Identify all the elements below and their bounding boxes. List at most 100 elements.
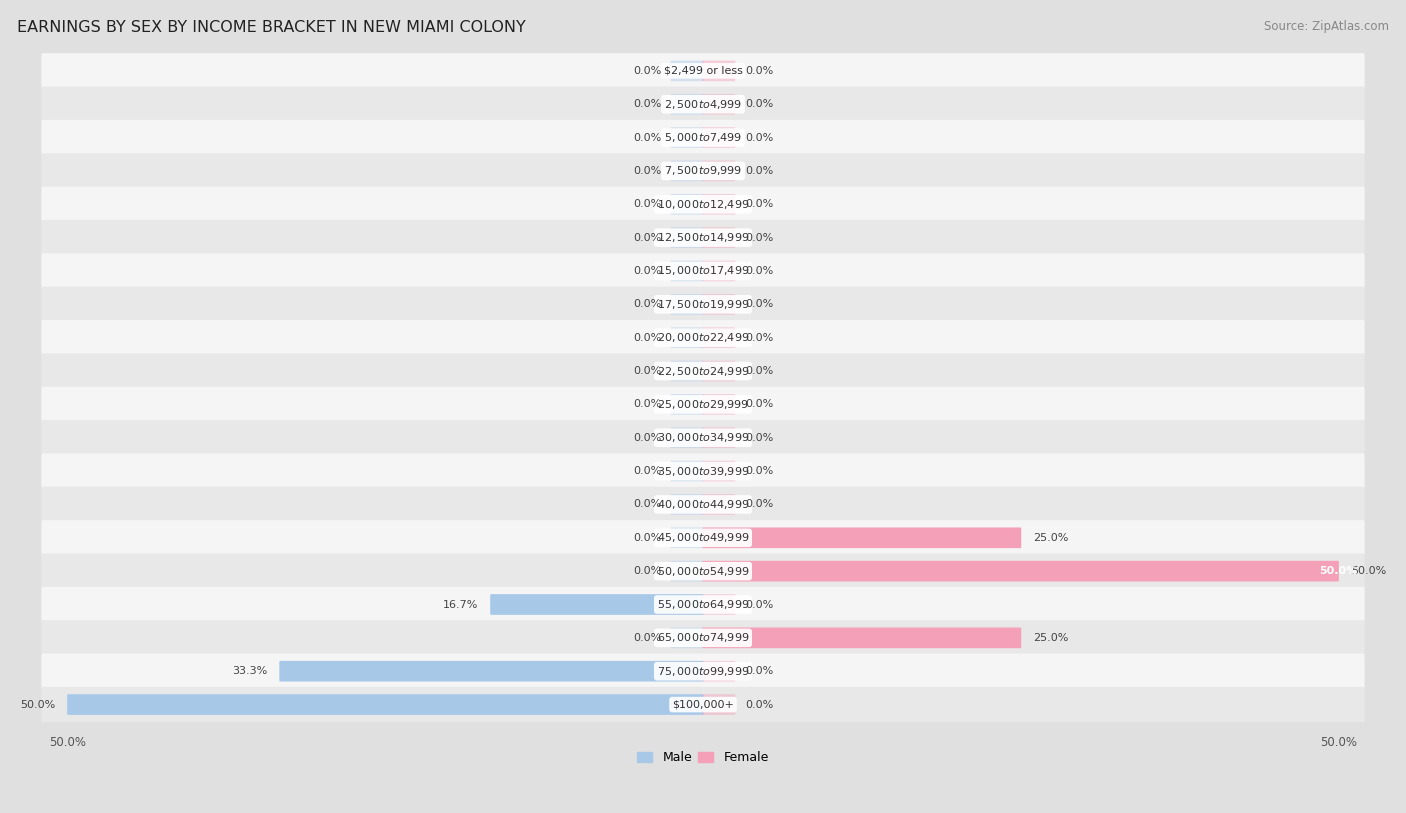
FancyBboxPatch shape — [41, 620, 1365, 655]
Text: 25.0%: 25.0% — [1033, 633, 1069, 643]
FancyBboxPatch shape — [41, 187, 1365, 222]
Text: 0.0%: 0.0% — [633, 133, 661, 142]
Text: 0.0%: 0.0% — [745, 666, 773, 676]
Text: 50.0%: 50.0% — [20, 699, 55, 710]
Text: 0.0%: 0.0% — [745, 699, 773, 710]
Text: $2,500 to $4,999: $2,500 to $4,999 — [664, 98, 742, 111]
Text: 0.0%: 0.0% — [745, 366, 773, 376]
Text: 0.0%: 0.0% — [745, 199, 773, 209]
FancyBboxPatch shape — [41, 53, 1365, 89]
Text: 0.0%: 0.0% — [745, 133, 773, 142]
FancyBboxPatch shape — [703, 361, 735, 381]
FancyBboxPatch shape — [671, 261, 703, 281]
Text: Source: ZipAtlas.com: Source: ZipAtlas.com — [1264, 20, 1389, 33]
FancyBboxPatch shape — [703, 561, 1339, 581]
Text: $100,000+: $100,000+ — [672, 699, 734, 710]
Text: 0.0%: 0.0% — [745, 466, 773, 476]
Text: 0.0%: 0.0% — [633, 266, 661, 276]
Text: $50,000 to $54,999: $50,000 to $54,999 — [657, 565, 749, 578]
FancyBboxPatch shape — [41, 153, 1365, 189]
FancyBboxPatch shape — [41, 320, 1365, 355]
Text: 0.0%: 0.0% — [745, 299, 773, 309]
FancyBboxPatch shape — [41, 287, 1365, 322]
FancyBboxPatch shape — [703, 461, 735, 481]
Text: $7,500 to $9,999: $7,500 to $9,999 — [664, 164, 742, 177]
FancyBboxPatch shape — [703, 394, 735, 415]
FancyBboxPatch shape — [41, 587, 1365, 622]
FancyBboxPatch shape — [703, 261, 735, 281]
Text: 0.0%: 0.0% — [745, 399, 773, 410]
Text: EARNINGS BY SEX BY INCOME BRACKET IN NEW MIAMI COLONY: EARNINGS BY SEX BY INCOME BRACKET IN NEW… — [17, 20, 526, 35]
FancyBboxPatch shape — [703, 294, 735, 315]
FancyBboxPatch shape — [41, 687, 1365, 722]
FancyBboxPatch shape — [671, 561, 703, 581]
Text: 0.0%: 0.0% — [745, 433, 773, 443]
FancyBboxPatch shape — [671, 60, 703, 81]
Text: 0.0%: 0.0% — [633, 533, 661, 543]
FancyBboxPatch shape — [671, 494, 703, 515]
Text: $5,000 to $7,499: $5,000 to $7,499 — [664, 131, 742, 144]
FancyBboxPatch shape — [703, 161, 735, 181]
FancyBboxPatch shape — [491, 594, 703, 615]
FancyBboxPatch shape — [671, 161, 703, 181]
Text: 0.0%: 0.0% — [633, 233, 661, 242]
FancyBboxPatch shape — [703, 328, 735, 348]
Text: 0.0%: 0.0% — [633, 466, 661, 476]
FancyBboxPatch shape — [671, 528, 703, 548]
Text: 0.0%: 0.0% — [745, 266, 773, 276]
FancyBboxPatch shape — [671, 328, 703, 348]
FancyBboxPatch shape — [703, 694, 735, 715]
FancyBboxPatch shape — [703, 60, 735, 81]
Text: 0.0%: 0.0% — [633, 566, 661, 576]
FancyBboxPatch shape — [671, 93, 703, 115]
FancyBboxPatch shape — [671, 228, 703, 248]
Text: $75,000 to $99,999: $75,000 to $99,999 — [657, 665, 749, 678]
FancyBboxPatch shape — [703, 194, 735, 215]
FancyBboxPatch shape — [703, 428, 735, 448]
Text: 0.0%: 0.0% — [745, 166, 773, 176]
Legend: Male, Female: Male, Female — [633, 746, 773, 769]
Text: 0.0%: 0.0% — [633, 399, 661, 410]
FancyBboxPatch shape — [41, 354, 1365, 389]
Text: 25.0%: 25.0% — [1033, 533, 1069, 543]
FancyBboxPatch shape — [41, 420, 1365, 455]
Text: $65,000 to $74,999: $65,000 to $74,999 — [657, 632, 749, 645]
FancyBboxPatch shape — [671, 294, 703, 315]
FancyBboxPatch shape — [41, 487, 1365, 522]
Text: 0.0%: 0.0% — [633, 199, 661, 209]
Text: 50.0%: 50.0% — [1351, 566, 1386, 576]
Text: 0.0%: 0.0% — [633, 299, 661, 309]
Text: 0.0%: 0.0% — [633, 66, 661, 76]
Text: $25,000 to $29,999: $25,000 to $29,999 — [657, 398, 749, 411]
Text: $2,499 or less: $2,499 or less — [664, 66, 742, 76]
FancyBboxPatch shape — [671, 461, 703, 481]
Text: 0.0%: 0.0% — [633, 633, 661, 643]
FancyBboxPatch shape — [41, 387, 1365, 422]
Text: $55,000 to $64,999: $55,000 to $64,999 — [657, 598, 749, 611]
FancyBboxPatch shape — [703, 127, 735, 148]
FancyBboxPatch shape — [703, 93, 735, 115]
FancyBboxPatch shape — [41, 86, 1365, 122]
Text: 0.0%: 0.0% — [633, 166, 661, 176]
FancyBboxPatch shape — [41, 454, 1365, 489]
Text: $15,000 to $17,499: $15,000 to $17,499 — [657, 264, 749, 277]
FancyBboxPatch shape — [671, 428, 703, 448]
Text: 50.0%: 50.0% — [1319, 566, 1357, 576]
FancyBboxPatch shape — [703, 594, 735, 615]
Text: 0.0%: 0.0% — [745, 333, 773, 343]
Text: 0.0%: 0.0% — [745, 599, 773, 610]
FancyBboxPatch shape — [280, 661, 703, 681]
FancyBboxPatch shape — [703, 661, 735, 681]
Text: $40,000 to $44,999: $40,000 to $44,999 — [657, 498, 749, 511]
FancyBboxPatch shape — [41, 654, 1365, 689]
FancyBboxPatch shape — [703, 628, 1021, 648]
Text: 0.0%: 0.0% — [745, 66, 773, 76]
FancyBboxPatch shape — [41, 254, 1365, 289]
Text: $20,000 to $22,499: $20,000 to $22,499 — [657, 331, 749, 344]
Text: $22,500 to $24,999: $22,500 to $24,999 — [657, 364, 749, 377]
Text: $45,000 to $49,999: $45,000 to $49,999 — [657, 532, 749, 544]
Text: 0.0%: 0.0% — [745, 99, 773, 109]
Text: $10,000 to $12,499: $10,000 to $12,499 — [657, 198, 749, 211]
FancyBboxPatch shape — [671, 194, 703, 215]
Text: 0.0%: 0.0% — [633, 366, 661, 376]
